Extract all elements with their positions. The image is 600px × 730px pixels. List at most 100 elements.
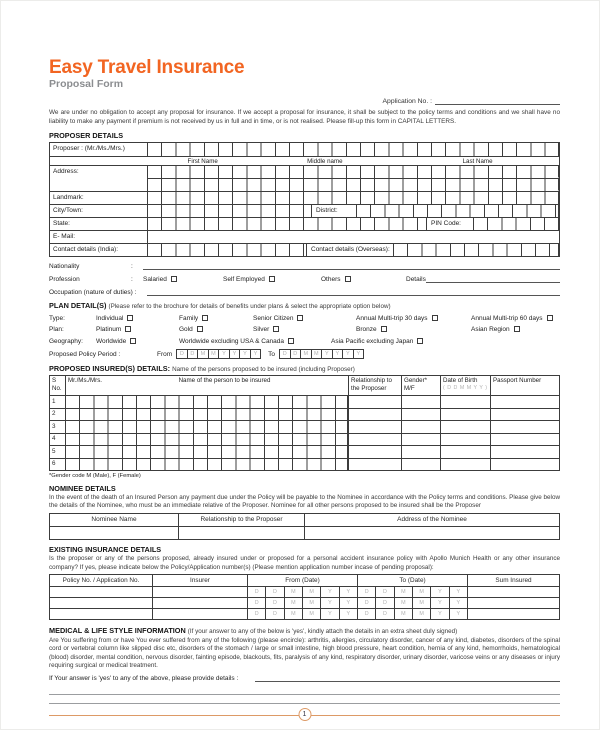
relationship-cell-2[interactable] [348, 408, 401, 421]
plan-bronze: Bronze [356, 326, 471, 333]
insured-name-grid-2[interactable] [65, 408, 348, 421]
relationship-cell-6[interactable] [348, 458, 401, 471]
medical-details-field[interactable] [255, 675, 560, 682]
existing-insurance-table: Policy No. / Application No. Insurer Fro… [49, 574, 560, 621]
worldwide-excl-checkbox[interactable] [288, 337, 295, 344]
policy-no-cell-2[interactable] [50, 598, 152, 608]
insured-name-grid-1[interactable] [65, 396, 348, 408]
policy-no-cell-3[interactable] [50, 609, 152, 619]
col-from-date: From (Date) [247, 575, 357, 587]
gender-cell-4[interactable] [401, 433, 440, 446]
policy-no-cell-1[interactable] [50, 587, 152, 597]
sum-insured-cell-2[interactable] [467, 598, 559, 609]
bronze-checkbox[interactable] [380, 326, 387, 333]
gender-cell-2[interactable] [401, 408, 440, 421]
gender-cell-1[interactable] [401, 396, 440, 408]
others-checkbox[interactable] [344, 276, 351, 283]
dob-cell-1[interactable] [440, 396, 490, 408]
passport-cell-6[interactable] [490, 458, 559, 471]
family-checkbox[interactable] [202, 314, 209, 321]
profession-details-field[interactable] [425, 276, 560, 284]
type-annual-30: Annual Multi-trip 30 days [356, 314, 471, 322]
pin-code-grid[interactable] [473, 218, 559, 231]
gender-cell-3[interactable] [401, 421, 440, 433]
dob-cell-6[interactable] [440, 458, 490, 471]
gold-checkbox[interactable] [196, 326, 203, 333]
relationship-cell-3[interactable] [348, 421, 401, 433]
name-header: Name of the person to be insured [178, 377, 271, 385]
worldwide-checkbox[interactable] [130, 337, 137, 344]
platinum-checkbox[interactable] [125, 326, 132, 333]
dob-cell-5[interactable] [440, 446, 490, 458]
contact-india-grid[interactable] [147, 244, 307, 257]
dob-cell-4[interactable] [440, 433, 490, 446]
self-employed-checkbox[interactable] [268, 276, 275, 283]
relationship-cell-1[interactable] [348, 396, 401, 408]
nominee-name-cell[interactable] [50, 527, 178, 539]
dob-cell-3[interactable] [440, 421, 490, 433]
address-label: Address: [53, 168, 79, 176]
passport-cell-3[interactable] [490, 421, 559, 433]
nominee-address-cell[interactable] [304, 526, 559, 539]
gender-cell-5[interactable] [401, 446, 440, 458]
type-row: Type: Individual Family Senior Citizen A… [49, 314, 560, 322]
email-field[interactable] [147, 231, 559, 244]
relationship-cell-4[interactable] [348, 433, 401, 446]
geo-asia-pacific: Asia Pacific excluding Japan [331, 337, 560, 345]
annual-30-checkbox[interactable] [431, 314, 438, 321]
silver-label: Silver [253, 326, 270, 334]
passport-cell-5[interactable] [490, 446, 559, 458]
contact-overseas-grid[interactable] [393, 244, 559, 257]
address-grid-line1[interactable] [147, 166, 559, 179]
silver-checkbox[interactable] [273, 326, 280, 333]
insured-table-header: S No. Mr./Ms./Mrs. Name of the person to… [50, 376, 559, 396]
annual-60-checkbox[interactable] [546, 314, 553, 321]
occupation-field[interactable] [147, 289, 560, 297]
sum-insured-cell-1[interactable] [467, 587, 559, 598]
senior-citizen-checkbox[interactable] [297, 314, 304, 321]
medical-section-note: (If your answer to any of the below is '… [187, 628, 458, 636]
insured-name-grid-4[interactable] [65, 433, 348, 446]
type-family: Family [179, 314, 253, 322]
relationship-cell-5[interactable] [348, 446, 401, 458]
sum-insured-cell-3[interactable] [467, 609, 559, 620]
address-grid-line2[interactable] [147, 178, 559, 192]
district-grid[interactable] [356, 205, 559, 218]
insurer-cell-3[interactable] [152, 609, 247, 620]
asian-region-checkbox[interactable] [513, 326, 520, 333]
application-number-field[interactable] [435, 98, 560, 105]
landmark-label: Landmark: [53, 194, 84, 202]
passport-cell-2[interactable] [490, 408, 559, 421]
asia-pacific-checkbox[interactable] [417, 337, 424, 344]
gender-cell-6[interactable] [401, 458, 440, 471]
insurer-cell-1[interactable] [152, 587, 247, 598]
insured-name-grid-5[interactable] [65, 446, 348, 458]
passport-cell-1[interactable] [490, 396, 559, 408]
insurer-cell-2[interactable] [152, 598, 247, 609]
dob-cell-2[interactable] [440, 408, 490, 421]
nationality-field[interactable] [143, 263, 560, 271]
plan-label: Plan: [49, 326, 64, 334]
passport-cell-4[interactable] [490, 433, 559, 446]
nominee-table-header: Nominee Name Relationship to the Propose… [50, 513, 559, 526]
state-label: State: [53, 220, 70, 228]
medical-section-label: MEDICAL & LIFE STYLE INFORMATION [49, 626, 186, 636]
city-grid[interactable] [147, 205, 312, 218]
state-grid[interactable] [147, 218, 427, 231]
salaried-checkbox[interactable] [170, 276, 177, 283]
insured-name-grid-3[interactable] [65, 421, 348, 433]
landmark-grid[interactable] [147, 192, 559, 205]
proposer-name-grid[interactable] [147, 143, 559, 157]
nominee-relationship-cell[interactable] [178, 526, 304, 539]
individual-checkbox[interactable] [127, 314, 134, 321]
insured-name-grid-6[interactable] [65, 458, 348, 471]
